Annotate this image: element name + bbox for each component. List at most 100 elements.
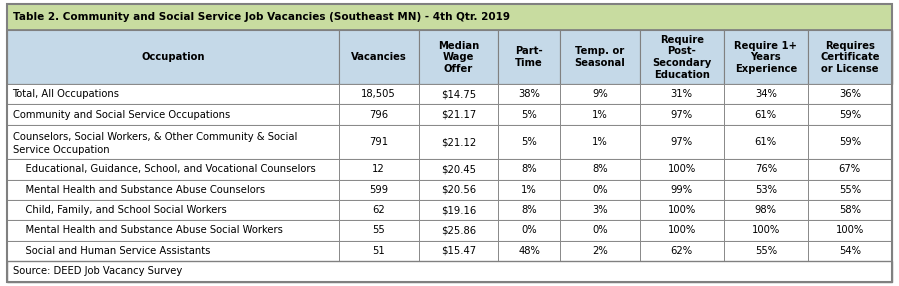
Bar bbox=[7, 220, 892, 241]
Bar bbox=[498, 84, 560, 104]
Text: 53%: 53% bbox=[755, 185, 777, 195]
Bar bbox=[808, 159, 892, 180]
Text: 31%: 31% bbox=[671, 89, 693, 99]
Bar bbox=[419, 159, 498, 180]
Bar bbox=[724, 180, 808, 200]
Bar bbox=[339, 180, 419, 200]
Text: 61%: 61% bbox=[754, 137, 777, 147]
Bar bbox=[724, 125, 808, 159]
Text: Service Occupation: Service Occupation bbox=[13, 145, 109, 155]
Text: 100%: 100% bbox=[668, 225, 696, 235]
Text: 12: 12 bbox=[372, 164, 385, 174]
Bar bbox=[339, 241, 419, 261]
Text: 99%: 99% bbox=[671, 185, 693, 195]
Bar bbox=[7, 104, 892, 125]
Bar bbox=[7, 125, 339, 159]
Bar bbox=[498, 30, 560, 84]
Bar bbox=[498, 125, 560, 159]
Bar bbox=[560, 30, 640, 84]
Bar bbox=[640, 30, 724, 84]
Text: 55%: 55% bbox=[754, 246, 777, 256]
Text: 38%: 38% bbox=[518, 89, 540, 99]
Text: 9%: 9% bbox=[592, 89, 608, 99]
Text: $25.86: $25.86 bbox=[441, 225, 476, 235]
Bar bbox=[7, 4, 892, 30]
Bar bbox=[498, 180, 560, 200]
Bar bbox=[724, 30, 808, 84]
Bar bbox=[640, 220, 724, 241]
Bar bbox=[419, 180, 498, 200]
Text: 100%: 100% bbox=[752, 225, 779, 235]
Text: 1%: 1% bbox=[592, 110, 608, 120]
Bar bbox=[419, 125, 498, 159]
Bar bbox=[560, 200, 640, 220]
Bar bbox=[7, 104, 339, 125]
Bar bbox=[7, 200, 339, 220]
Bar bbox=[339, 84, 419, 104]
Bar bbox=[724, 220, 808, 241]
Bar bbox=[419, 241, 498, 261]
Bar bbox=[7, 180, 339, 200]
Bar bbox=[498, 220, 560, 241]
Bar bbox=[560, 241, 640, 261]
Text: Educational, Guidance, School, and Vocational Counselors: Educational, Guidance, School, and Vocat… bbox=[13, 164, 316, 174]
Text: $21.12: $21.12 bbox=[441, 137, 476, 147]
Text: 34%: 34% bbox=[755, 89, 777, 99]
Bar bbox=[640, 104, 724, 125]
Bar bbox=[640, 125, 724, 159]
Bar bbox=[7, 30, 339, 84]
Text: 0%: 0% bbox=[592, 185, 608, 195]
Bar bbox=[640, 200, 724, 220]
Bar bbox=[808, 104, 892, 125]
Bar bbox=[498, 241, 560, 261]
Text: 1%: 1% bbox=[592, 137, 608, 147]
Text: 100%: 100% bbox=[668, 164, 696, 174]
Text: 0%: 0% bbox=[521, 225, 537, 235]
Bar bbox=[560, 220, 640, 241]
Bar bbox=[7, 125, 892, 159]
Text: 61%: 61% bbox=[754, 110, 777, 120]
Text: Social and Human Service Assistants: Social and Human Service Assistants bbox=[13, 246, 210, 256]
Bar bbox=[640, 84, 724, 104]
Text: 54%: 54% bbox=[839, 246, 860, 256]
Text: 55%: 55% bbox=[839, 185, 861, 195]
Text: 62%: 62% bbox=[671, 246, 693, 256]
Text: 98%: 98% bbox=[755, 205, 777, 215]
Bar bbox=[7, 180, 892, 200]
Bar bbox=[498, 159, 560, 180]
Bar bbox=[7, 30, 892, 84]
Text: 796: 796 bbox=[369, 110, 388, 120]
Text: Table 2. Community and Social Service Job Vacancies (Southeast MN) - 4th Qtr. 20: Table 2. Community and Social Service Jo… bbox=[13, 12, 510, 22]
Bar bbox=[560, 159, 640, 180]
Text: 58%: 58% bbox=[839, 205, 860, 215]
Text: 100%: 100% bbox=[668, 205, 696, 215]
Bar bbox=[724, 159, 808, 180]
Text: $19.16: $19.16 bbox=[441, 205, 476, 215]
Text: 59%: 59% bbox=[839, 110, 861, 120]
Bar bbox=[640, 159, 724, 180]
Bar bbox=[7, 159, 339, 180]
Bar bbox=[7, 241, 339, 261]
Text: 3%: 3% bbox=[592, 205, 608, 215]
Bar bbox=[498, 200, 560, 220]
Text: Vacancies: Vacancies bbox=[351, 52, 406, 62]
Bar bbox=[560, 84, 640, 104]
Bar bbox=[808, 125, 892, 159]
Bar bbox=[560, 125, 640, 159]
Bar bbox=[7, 159, 892, 180]
Text: 48%: 48% bbox=[518, 246, 540, 256]
Text: 51: 51 bbox=[372, 246, 385, 256]
Text: Requires
Certificate
or License: Requires Certificate or License bbox=[820, 41, 879, 74]
Bar bbox=[419, 220, 498, 241]
Text: 791: 791 bbox=[369, 137, 388, 147]
Bar bbox=[560, 104, 640, 125]
Text: Median
Wage
Offer: Median Wage Offer bbox=[438, 41, 479, 74]
Bar bbox=[808, 200, 892, 220]
Text: Require
Post-
Secondary
Education: Require Post- Secondary Education bbox=[652, 35, 711, 80]
Bar bbox=[640, 241, 724, 261]
Bar bbox=[808, 220, 892, 241]
Text: $20.56: $20.56 bbox=[441, 185, 476, 195]
Text: Temp. or
Seasonal: Temp. or Seasonal bbox=[574, 46, 626, 68]
Text: 8%: 8% bbox=[521, 205, 537, 215]
Text: Child, Family, and School Social Workers: Child, Family, and School Social Workers bbox=[13, 205, 227, 215]
